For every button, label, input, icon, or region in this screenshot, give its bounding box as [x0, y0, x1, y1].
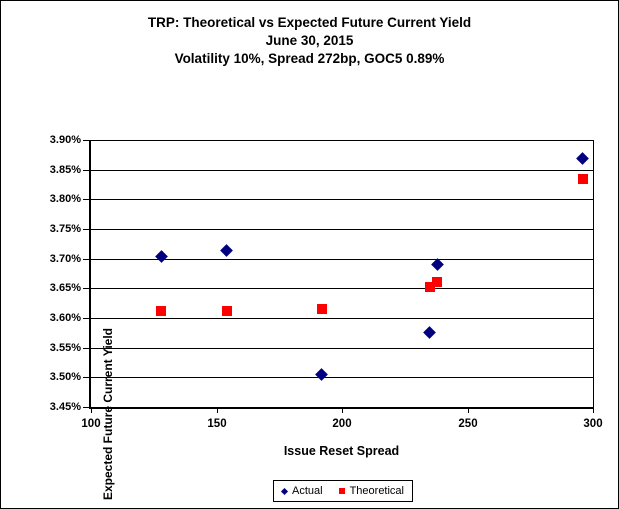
x-tick-label: 200: [332, 418, 352, 430]
legend-label-actual: Actual: [292, 485, 323, 497]
chart-title-block: TRP: Theoretical vs Expected Future Curr…: [1, 14, 618, 68]
x-axis-tick: [217, 407, 218, 413]
y-axis-tick: [83, 377, 89, 378]
y-axis-tick: [83, 170, 89, 171]
legend-entry-theoretical: Theoretical: [338, 485, 404, 497]
gridline: [91, 140, 593, 141]
y-axis-tick: [83, 318, 89, 319]
gridline: [91, 288, 593, 289]
y-axis-tick: [83, 229, 89, 230]
y-tick-label: 3.90%: [49, 134, 81, 146]
data-point-actual: [154, 250, 168, 264]
y-tick-label: 3.70%: [49, 253, 81, 265]
gridline: [91, 318, 593, 319]
y-tick-label: 3.80%: [49, 193, 81, 205]
legend: Actual Theoretical: [273, 480, 413, 502]
x-axis-tick: [91, 407, 92, 413]
y-axis-tick: [83, 140, 89, 141]
legend-entry-actual: Actual: [280, 485, 323, 497]
gridline: [91, 229, 593, 230]
data-point-actual: [576, 152, 590, 166]
gridline: [91, 199, 593, 200]
x-axis-tick: [593, 407, 594, 413]
y-axis-tick: [83, 259, 89, 260]
data-point-theoretical: [424, 281, 435, 292]
y-tick-label: 3.50%: [49, 371, 81, 383]
chart-subtitle-date: June 30, 2015: [265, 33, 354, 48]
y-axis-tick: [83, 407, 89, 408]
data-point-theoretical: [221, 305, 232, 316]
x-axis-tick: [342, 407, 343, 413]
x-tick-label: 100: [81, 418, 101, 430]
x-tick-label: 150: [207, 418, 227, 430]
x-axis-tick: [468, 407, 469, 413]
y-tick-label: 3.65%: [49, 282, 81, 294]
legend-label-theoretical: Theoretical: [349, 485, 404, 497]
data-point-actual: [315, 367, 329, 381]
data-point-actual: [423, 326, 437, 340]
chart-title: TRP: Theoretical vs Expected Future Curr…: [147, 15, 472, 30]
y-axis-tick: [83, 199, 89, 200]
x-axis-title: Issue Reset Spread: [283, 444, 400, 458]
y-tick-label: 3.75%: [49, 223, 81, 235]
y-tick-label: 3.55%: [49, 342, 81, 354]
gridline: [91, 170, 593, 171]
data-point-theoretical: [432, 276, 443, 287]
chart-subtitle-params: Volatility 10%, Spread 272bp, GOC5 0.89%: [174, 51, 445, 66]
gridline: [91, 377, 593, 378]
y-tick-label: 3.85%: [49, 164, 81, 176]
x-tick-label: 300: [583, 418, 603, 430]
square-marker-icon: [338, 488, 345, 494]
y-tick-label: 3.60%: [49, 312, 81, 324]
gridline: [91, 259, 593, 260]
data-point-theoretical: [577, 174, 588, 185]
gridline: [91, 348, 593, 349]
y-axis-tick: [83, 348, 89, 349]
data-point-theoretical: [316, 304, 327, 315]
x-tick-label: 250: [458, 418, 478, 430]
plot-area: Expected Future Current Yield: [89, 140, 594, 500]
diamond-marker-icon: [280, 487, 289, 495]
data-point-theoretical: [156, 305, 167, 316]
data-point-actual: [220, 243, 233, 257]
y-tick-label: 3.45%: [49, 401, 81, 413]
y-axis-tick: [83, 288, 89, 289]
